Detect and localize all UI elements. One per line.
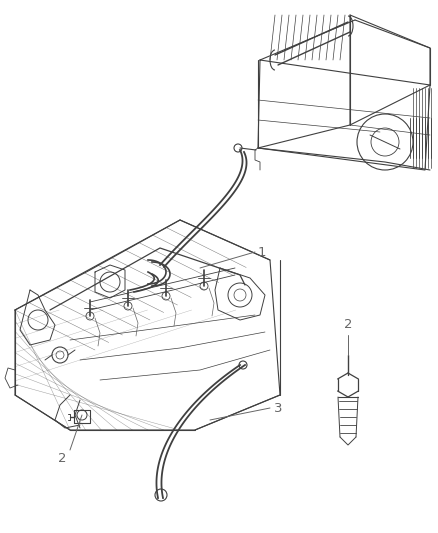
Text: 2: 2: [58, 451, 66, 464]
Text: 2: 2: [344, 319, 352, 332]
Text: 3: 3: [274, 401, 282, 415]
Text: 1: 1: [258, 246, 266, 259]
